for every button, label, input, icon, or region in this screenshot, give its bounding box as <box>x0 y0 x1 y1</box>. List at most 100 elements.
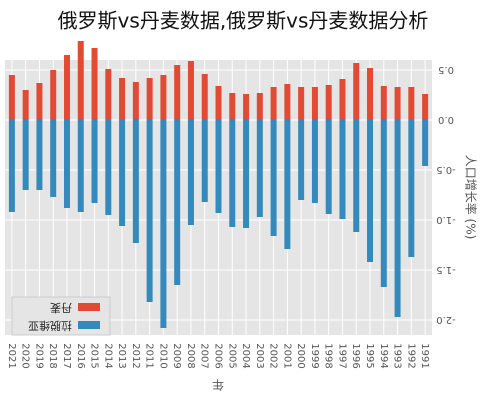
bar <box>380 86 387 120</box>
bar <box>22 120 29 190</box>
x-tick-label: 2018 <box>47 343 58 368</box>
bar <box>311 120 318 203</box>
x-tick-label: 1999 <box>309 343 320 368</box>
bar <box>408 87 415 120</box>
x-tick-label: 2013 <box>116 343 127 368</box>
bar <box>298 120 305 200</box>
x-tick-label: 2012 <box>130 343 141 368</box>
x-tick-label: 2017 <box>61 343 72 368</box>
bar <box>243 120 250 228</box>
bar <box>50 70 57 120</box>
bar <box>105 69 112 120</box>
legend-label: 丹麦 <box>50 301 72 314</box>
y-tick-label: -2.0 <box>436 314 456 325</box>
bar <box>229 93 236 120</box>
bar <box>201 74 208 120</box>
bar <box>284 120 291 249</box>
bar <box>132 82 139 120</box>
x-tick-label: 2002 <box>268 343 279 368</box>
bar <box>215 86 222 120</box>
bar <box>229 120 236 227</box>
bar <box>394 120 401 317</box>
bar <box>63 55 70 120</box>
bar <box>353 63 360 120</box>
bar <box>50 120 57 197</box>
bar <box>215 120 222 213</box>
bar <box>160 120 167 328</box>
x-tick-label: 1995 <box>364 343 375 368</box>
chart-title: 俄罗斯vs丹麦数据,俄罗斯vs丹麦数据分析 <box>58 9 429 33</box>
bar <box>119 78 126 120</box>
bar <box>8 120 15 212</box>
bar <box>91 120 98 203</box>
y-tick-label: 0.0 <box>438 114 454 125</box>
x-tick-label: 1992 <box>405 343 416 368</box>
bar <box>256 120 263 217</box>
x-tick-label: 2008 <box>185 343 196 368</box>
bar <box>422 94 429 120</box>
x-tick-label: 2019 <box>33 343 44 368</box>
x-tick-label: 2005 <box>226 343 237 368</box>
bar <box>367 68 374 120</box>
legend-label: 拉脱维亚 <box>28 319 72 333</box>
bar <box>270 87 277 120</box>
x-tick-label: 2015 <box>89 343 100 368</box>
bar <box>91 48 98 120</box>
bar <box>174 65 181 120</box>
bar <box>394 87 401 120</box>
bar <box>63 120 70 208</box>
bar <box>325 85 332 120</box>
x-tick-label: 2011 <box>144 343 155 368</box>
x-tick-label: 2016 <box>75 343 86 368</box>
y-tick-label: -1.0 <box>436 214 456 225</box>
x-tick-label: 2006 <box>213 343 224 368</box>
bar <box>146 120 153 302</box>
bar <box>119 120 126 226</box>
y-tick-label: -1.5 <box>436 264 456 275</box>
bar <box>284 84 291 120</box>
x-tick-label: 2004 <box>240 343 251 368</box>
bar <box>160 75 167 120</box>
bar <box>339 120 346 219</box>
x-tick-label: 1991 <box>419 343 430 368</box>
x-tick-label: 2021 <box>6 343 17 368</box>
bar <box>22 90 29 120</box>
bar <box>201 120 208 202</box>
x-tick-label: 2014 <box>102 343 113 368</box>
x-tick-label: 1997 <box>336 343 347 368</box>
x-tick-label: 2020 <box>20 343 31 368</box>
x-tick-label: 2010 <box>157 343 168 368</box>
bar <box>380 120 387 287</box>
legend-swatch <box>78 303 100 311</box>
bar <box>36 83 43 120</box>
bar <box>105 120 112 215</box>
bar <box>339 79 346 120</box>
bar <box>353 120 360 232</box>
bar <box>187 120 194 225</box>
bar <box>36 120 43 190</box>
bar <box>422 120 429 166</box>
x-tick-label: 2000 <box>295 343 306 368</box>
y-tick-label: 0.5 <box>438 64 454 75</box>
bar <box>77 120 84 212</box>
bar <box>243 94 250 120</box>
x-tick-label: 2007 <box>199 343 210 368</box>
bar <box>367 120 374 262</box>
x-tick-label: 1993 <box>392 343 403 368</box>
y-axis-label: 人口增长率 (%) <box>464 155 479 240</box>
bar <box>256 93 263 120</box>
y-tick-label: -0.5 <box>436 164 456 175</box>
x-axis-label: 年 <box>212 378 224 392</box>
bar <box>77 41 84 120</box>
bar <box>8 75 15 120</box>
bar <box>270 120 277 236</box>
bar <box>132 120 139 243</box>
bar <box>146 78 153 120</box>
bar <box>408 120 415 257</box>
x-tick-label: 1994 <box>378 343 389 368</box>
x-tick-label: 1996 <box>350 343 361 368</box>
x-tick-label: 2003 <box>254 343 265 368</box>
bar <box>311 87 318 120</box>
x-tick-label: 2001 <box>281 343 292 368</box>
